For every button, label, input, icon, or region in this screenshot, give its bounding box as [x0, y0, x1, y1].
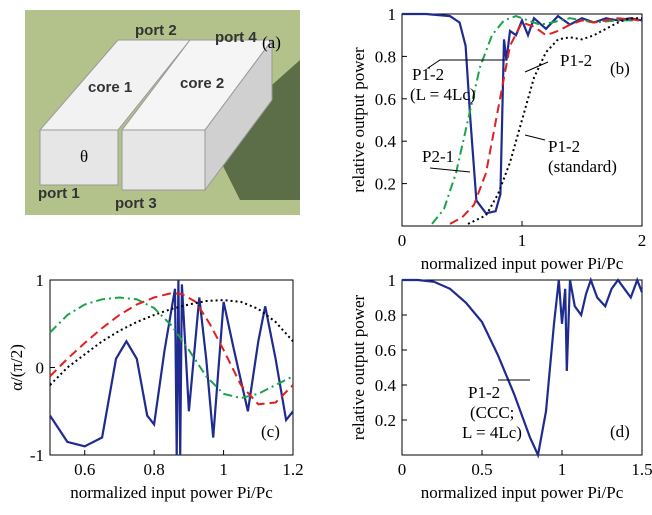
- y-tick-label: 0.8: [375, 47, 396, 66]
- panel-label: (b): [610, 59, 630, 78]
- y-axis-label: α/(π/2): [7, 344, 26, 391]
- annotation: P1-2: [468, 383, 500, 402]
- shadow: [210, 60, 300, 200]
- label: port 2: [135, 22, 177, 39]
- y-tick-label: -1: [30, 446, 44, 465]
- leader-line: [524, 134, 546, 141]
- y-tick-label: 1: [36, 271, 45, 290]
- line-series: [402, 276, 644, 459]
- y-tick-label: 0.2: [375, 411, 396, 430]
- y-tick-label: 0.8: [375, 306, 396, 325]
- y-axis-label: relative output power: [349, 47, 368, 193]
- block-side: [204, 38, 273, 192]
- line-series: [467, 17, 642, 225]
- annotation: (CCC;: [470, 403, 514, 422]
- x-tick-label: 1: [219, 460, 228, 479]
- label: core 1: [88, 79, 132, 96]
- x-tick-label: 0: [398, 460, 407, 479]
- line-series: [49, 279, 294, 456]
- label: port 1: [38, 185, 80, 202]
- y-tick-label: 0.2: [375, 175, 396, 194]
- x-tick-label: 0: [398, 231, 407, 250]
- x-tick-label: 1.5: [631, 460, 652, 479]
- block-front: [39, 129, 119, 186]
- panel-label: (c): [261, 422, 280, 441]
- annotation: P1-2: [412, 65, 444, 84]
- line-series: [449, 17, 643, 225]
- x-tick-label: 1: [558, 460, 567, 479]
- x-axis-label: normalized input power Pi/Pc: [421, 483, 624, 502]
- label: port 4: [215, 29, 257, 46]
- illustration: port 2 port 4 (a) core 1 core 2 θ port 1…: [25, 10, 300, 215]
- x-tick-label: 0.6: [74, 460, 95, 479]
- line-series: [402, 12, 643, 215]
- panel-label: (d): [610, 422, 630, 441]
- annotation: P2-1: [422, 147, 454, 166]
- x-tick-label: 2: [638, 231, 647, 250]
- y-tick-label: 0.4: [375, 376, 397, 395]
- line-series: [431, 15, 642, 225]
- y-tick-label: 0.6: [375, 90, 396, 109]
- plot-frame: [401, 279, 643, 456]
- x-tick-label: 0.5: [471, 460, 492, 479]
- leader-line: [429, 167, 471, 173]
- annotation: (standard): [548, 157, 617, 176]
- annotation: P1-2: [560, 51, 592, 70]
- annotation: P1-2: [548, 137, 580, 156]
- y-tick-label: 0: [36, 359, 45, 378]
- x-tick-label: 1: [518, 231, 527, 250]
- y-tick-label: 1: [388, 271, 397, 290]
- block-front: [121, 129, 206, 191]
- line-series: [49, 292, 294, 406]
- label: port 3: [115, 195, 157, 212]
- y-tick-label: 0.4: [375, 132, 397, 151]
- x-tick-label: 1.2: [282, 460, 303, 479]
- label: core 2: [180, 75, 224, 92]
- y-axis-label: relative output power: [349, 294, 368, 440]
- leader-line: [426, 59, 505, 69]
- x-axis-label: normalized input power Pi/Pc: [421, 254, 624, 273]
- label: θ: [80, 147, 88, 166]
- annotation: L = 4Lc): [462, 423, 522, 442]
- panel-label: (a): [262, 33, 281, 52]
- plot-frame: [401, 13, 643, 227]
- annotation: (L = 4Lc): [410, 85, 476, 104]
- leader-line: [524, 61, 549, 73]
- x-tick-label: 0.8: [144, 460, 165, 479]
- y-tick-label: 0.6: [375, 341, 396, 360]
- y-tick-label: 1: [388, 5, 397, 24]
- x-axis-label: normalized input power Pi/Pc: [70, 483, 273, 502]
